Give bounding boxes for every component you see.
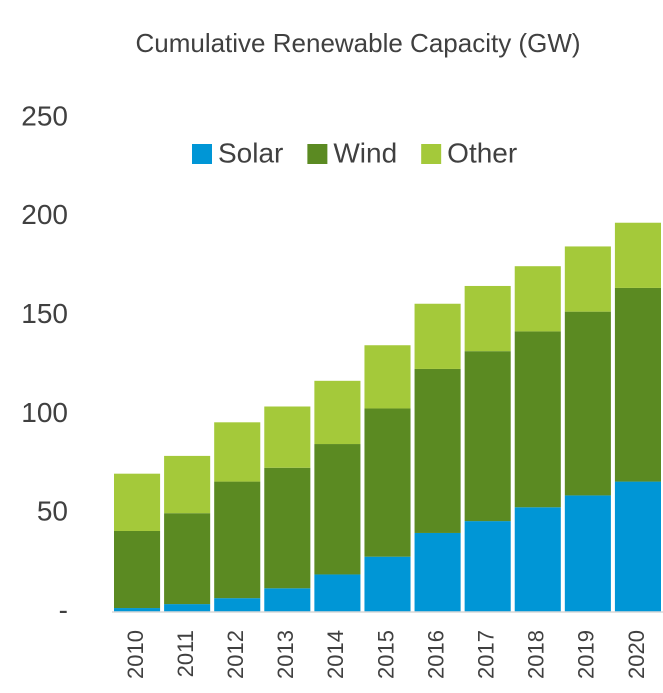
y-tick-label: 100 — [21, 397, 68, 428]
x-tick-label: 2014 — [323, 630, 348, 679]
bar-segment — [614, 287, 661, 482]
bar-segment — [514, 266, 561, 332]
x-tick-label: 2016 — [423, 630, 448, 679]
bar-segment — [114, 530, 161, 609]
x-tick-label: 2011 — [173, 630, 198, 677]
x-tick-label: 2013 — [273, 630, 298, 679]
legend-label: Wind — [333, 137, 397, 168]
bar-segment — [564, 311, 611, 496]
bar-segment — [214, 481, 261, 599]
bar-segment — [614, 222, 661, 288]
y-tick-label: - — [59, 594, 68, 625]
bar-segment — [214, 422, 261, 482]
bar-segment — [414, 303, 461, 369]
bar-segment — [514, 507, 561, 612]
legend-swatch — [307, 144, 328, 164]
bar-segment — [314, 444, 361, 575]
bar-segment — [564, 495, 611, 612]
bar-segment — [364, 556, 411, 612]
x-tick-label: 2015 — [373, 630, 398, 679]
bar-segment — [164, 604, 211, 612]
legend-swatch — [192, 144, 212, 164]
x-tick-label: 2017 — [473, 630, 498, 679]
bar-segment — [314, 380, 361, 445]
y-tick-label: 200 — [21, 199, 68, 230]
bar-segment — [414, 368, 461, 533]
bar-segment — [464, 351, 511, 522]
bar-segment — [464, 285, 511, 352]
x-tick-label: 2018 — [524, 630, 549, 679]
bar-segment — [214, 598, 261, 612]
legend-swatch — [421, 144, 442, 164]
bar-segment — [514, 331, 561, 508]
bar-segment — [564, 246, 611, 312]
y-tick-label: 250 — [21, 100, 68, 131]
bar-segment — [364, 408, 411, 557]
x-tick-label: 2019 — [574, 630, 599, 679]
bar-segment — [264, 588, 311, 612]
bar-segment — [414, 532, 461, 612]
y-tick-label: 150 — [21, 298, 68, 329]
x-tick-label: 2020 — [624, 630, 649, 679]
bar-segment — [264, 406, 311, 468]
bar-segment — [114, 473, 161, 531]
bar-segment — [314, 574, 361, 612]
bar-segment — [614, 481, 661, 612]
chart-title: Cumulative Renewable Capacity (GW) — [135, 28, 580, 58]
legend-label: Other — [447, 137, 517, 168]
bar-segment — [164, 455, 211, 514]
x-tick-label: 2012 — [223, 630, 248, 679]
bar-segment — [114, 608, 161, 612]
y-tick-label: 50 — [37, 496, 68, 527]
bar-segment — [264, 467, 311, 589]
bar-segment — [464, 521, 511, 612]
bar-segment — [164, 513, 211, 605]
bar-segment — [364, 345, 411, 409]
legend-label: Solar — [218, 137, 283, 168]
x-tick-label: 2010 — [123, 630, 148, 679]
